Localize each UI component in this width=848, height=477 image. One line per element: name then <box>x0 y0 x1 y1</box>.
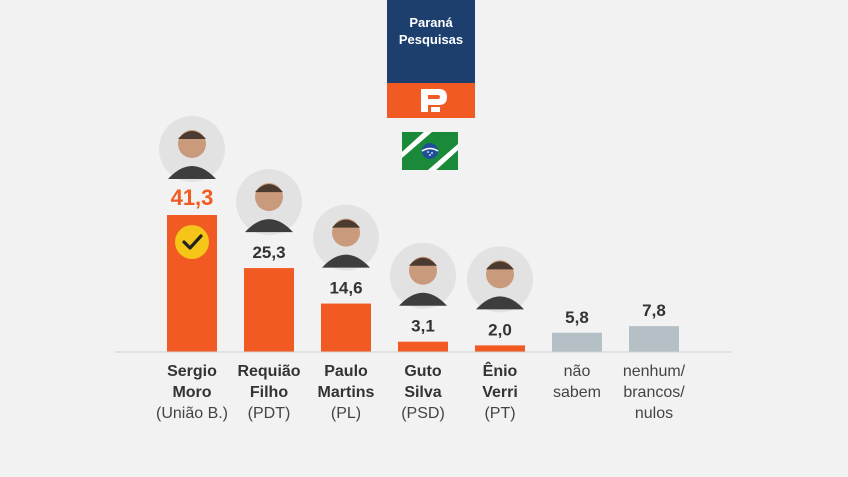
category-label-5-line2: sabem <box>552 384 602 401</box>
category-label-1-line3: (PDT) <box>247 405 291 422</box>
bar-1 <box>244 268 294 352</box>
logo-title: Paraná Pesquisas <box>387 0 475 83</box>
value-label-4: 2,0 <box>488 320 512 339</box>
candidate-photo-0 <box>159 116 225 182</box>
category-label-6-line3: nulos <box>634 405 674 422</box>
category-label-3-line1: Guto <box>404 363 442 380</box>
logo-line2: Pesquisas <box>398 32 464 47</box>
category-label-6: nenhum/brancos/nulos <box>609 361 699 424</box>
parana-pesquisas-logo: Paraná Pesquisas <box>387 0 475 118</box>
category-label-5: não sabem <box>532 361 622 403</box>
bar-6 <box>629 326 679 352</box>
category-label-6-line2: brancos/ <box>623 384 685 401</box>
photos-layer <box>159 116 533 313</box>
value-label-3: 3,1 <box>411 317 435 336</box>
category-label-2: Paulo Martins (PL) <box>301 361 391 424</box>
category-label-3: Guto Silva (PSD) <box>378 361 468 424</box>
category-label-4-line1: Ênio <box>482 363 518 380</box>
category-label-4: Ênio Verri (PT) <box>455 361 545 424</box>
category-label-0-line3: (União B.) <box>155 405 229 422</box>
category-label-2-line1: Paulo <box>324 363 368 380</box>
candidate-photo-4 <box>467 246 533 313</box>
category-label-3-line2: Silva <box>404 384 442 401</box>
bars-layer <box>167 215 679 352</box>
category-label-0: Sergio Moro (União B.) <box>147 361 237 424</box>
candidate-photo-2 <box>313 204 379 271</box>
logo-line1: Paraná <box>409 15 453 30</box>
value-label-2: 14,6 <box>329 279 362 298</box>
category-label-4-line2: Verri <box>482 384 518 401</box>
value-label-6: 7,8 <box>642 301 666 320</box>
category-label-0-line2: Moro <box>172 384 212 401</box>
category-label-2-line2: Martins <box>317 384 375 401</box>
category-label-4-line3: (PT) <box>484 405 516 422</box>
candidate-photo-1 <box>236 169 302 236</box>
category-label-1: Requião Filho (PDT) <box>224 361 314 424</box>
parana-pesquisas-p-icon <box>387 83 475 118</box>
value-label-1: 25,3 <box>252 243 285 262</box>
value-label-5: 5,8 <box>565 308 589 327</box>
bar-4 <box>475 345 525 352</box>
category-label-2-line3: (PL) <box>330 405 362 422</box>
bar-5 <box>552 332 602 352</box>
category-label-3-line3: (PSD) <box>401 405 445 422</box>
value-label-0: 41,3 <box>171 185 214 210</box>
category-label-1-line1: Requião <box>237 363 301 380</box>
bar-2 <box>321 303 371 352</box>
bar-3 <box>398 341 448 352</box>
category-label-5-line1: não <box>563 363 591 380</box>
category-label-0-line1: Sergio <box>167 363 217 380</box>
checkmark-icon <box>175 225 209 259</box>
category-label-6-line1: nenhum/ <box>622 363 686 380</box>
category-label-1-line2: Filho <box>249 384 289 401</box>
parana-flag-icon <box>402 132 458 170</box>
candidate-photo-3 <box>390 242 456 309</box>
values-layer: 41,3 25,3 14,6 3,1 2,0 5,8 7,8 <box>171 185 666 339</box>
